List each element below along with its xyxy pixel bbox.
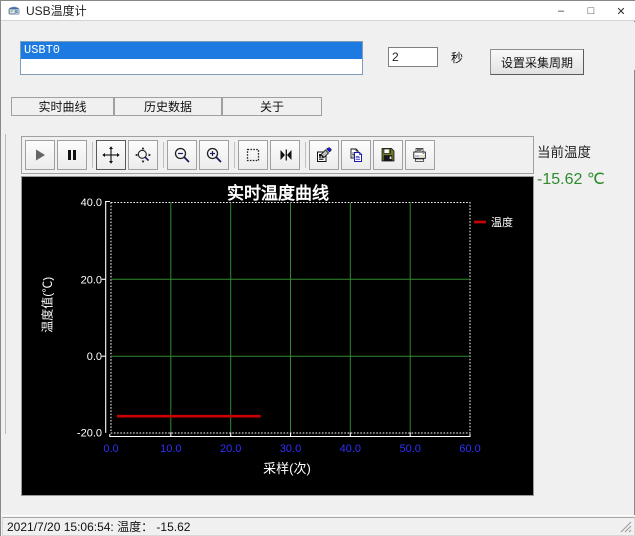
svg-text:-20.0: -20.0 — [77, 428, 102, 440]
svg-text:0.0: 0.0 — [103, 443, 118, 455]
svg-text:0.0: 0.0 — [87, 351, 102, 363]
svg-text:20.0: 20.0 — [81, 274, 102, 286]
svg-text:20.0: 20.0 — [220, 443, 241, 455]
svg-text:60.0: 60.0 — [459, 443, 480, 455]
svg-text:40.0: 40.0 — [340, 443, 361, 455]
svg-text:实时温度曲线: 实时温度曲线 — [227, 183, 329, 203]
svg-text:30.0: 30.0 — [280, 443, 301, 455]
svg-text:40.0: 40.0 — [81, 197, 102, 209]
svg-text:温度: 温度 — [491, 215, 513, 229]
svg-text:10.0: 10.0 — [160, 443, 181, 455]
svg-text:50.0: 50.0 — [399, 443, 420, 455]
svg-text:温度值(℃): 温度值(℃) — [40, 277, 55, 333]
svg-text:采样(次): 采样(次) — [263, 461, 311, 476]
